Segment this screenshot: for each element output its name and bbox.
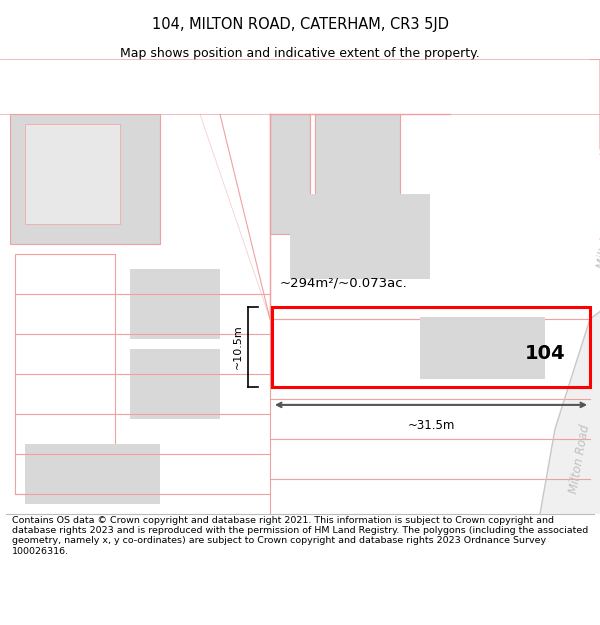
Polygon shape — [540, 59, 600, 514]
Text: Map shows position and indicative extent of the property.: Map shows position and indicative extent… — [120, 48, 480, 61]
Text: 104: 104 — [524, 344, 565, 364]
Polygon shape — [25, 444, 160, 504]
Text: Contains OS data © Crown copyright and database right 2021. This information is : Contains OS data © Crown copyright and d… — [12, 516, 588, 556]
Polygon shape — [25, 124, 120, 224]
Text: ~31.5m: ~31.5m — [407, 419, 455, 432]
Text: ~294m²/~0.073ac.: ~294m²/~0.073ac. — [280, 276, 408, 289]
Polygon shape — [270, 114, 310, 234]
Text: ~10.5m: ~10.5m — [233, 324, 243, 369]
Text: Milton Road: Milton Road — [568, 423, 592, 494]
Polygon shape — [130, 349, 220, 419]
Text: 104, MILTON ROAD, CATERHAM, CR3 5JD: 104, MILTON ROAD, CATERHAM, CR3 5JD — [151, 17, 449, 32]
Polygon shape — [290, 194, 430, 279]
Text: Milton Road: Milton Road — [596, 199, 600, 269]
Polygon shape — [315, 114, 400, 234]
Polygon shape — [10, 114, 160, 244]
Polygon shape — [420, 317, 545, 379]
Bar — [272, 307, 590, 387]
Polygon shape — [130, 269, 220, 339]
